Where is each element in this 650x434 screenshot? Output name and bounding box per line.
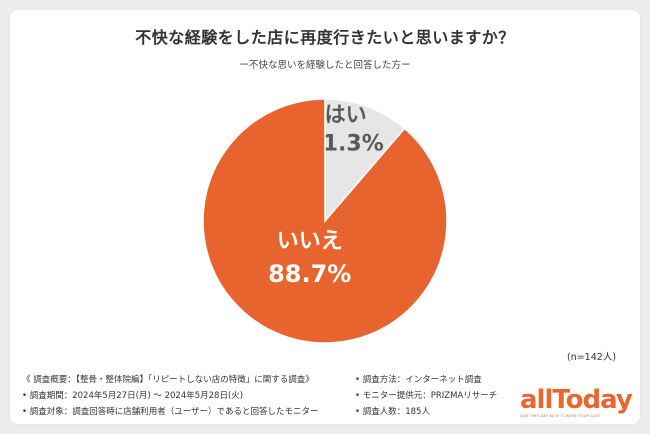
survey-target: • 調査対象：調査回答時に店舗利用者（ユーザー）であると回答したモニター	[22, 407, 319, 417]
survey-count: • 調査人数：185人	[355, 407, 430, 417]
pie-label-category-yes: はい	[325, 103, 367, 127]
survey-method: • 調査方法：インターネット調査	[355, 375, 482, 385]
pie-slice-no	[202, 98, 448, 344]
pie-label-category-no: いいえ	[277, 229, 343, 254]
alltoday-logo: allToday LIVE THIS DAY AS IF IT WERE YOU…	[520, 387, 636, 427]
survey-period: • 調査期間：2024年5月27日(月) ～ 2024年5月28日(火)	[22, 391, 244, 401]
chart-title: 不快な経験をした店に再度行きたいと思いますか？	[135, 28, 515, 47]
brand-tagline: LIVE THIS DAY AS IF IT WERE YOUR LAST	[520, 414, 601, 418]
chart-subtitle: ー不快な思いを経験したと回答した方ー	[239, 60, 411, 71]
survey-summary: 《 調査概要：【整骨・整体院編】「リピートしない店の特徴」に関する調査》	[22, 375, 314, 385]
survey-provider: • モニター提供元：PRIZMAリサーチ	[355, 391, 498, 401]
sample-size: (n=142人)	[567, 352, 617, 363]
pie-slice-yes	[324, 98, 406, 224]
survey-notes: 《 調査概要：【整骨・整体院編】「リピートしない店の特徴」に関する調査》 • 調…	[22, 373, 642, 433]
brand-name: allToday	[520, 385, 633, 415]
pie-label-value-no: 88.7%	[268, 260, 351, 288]
